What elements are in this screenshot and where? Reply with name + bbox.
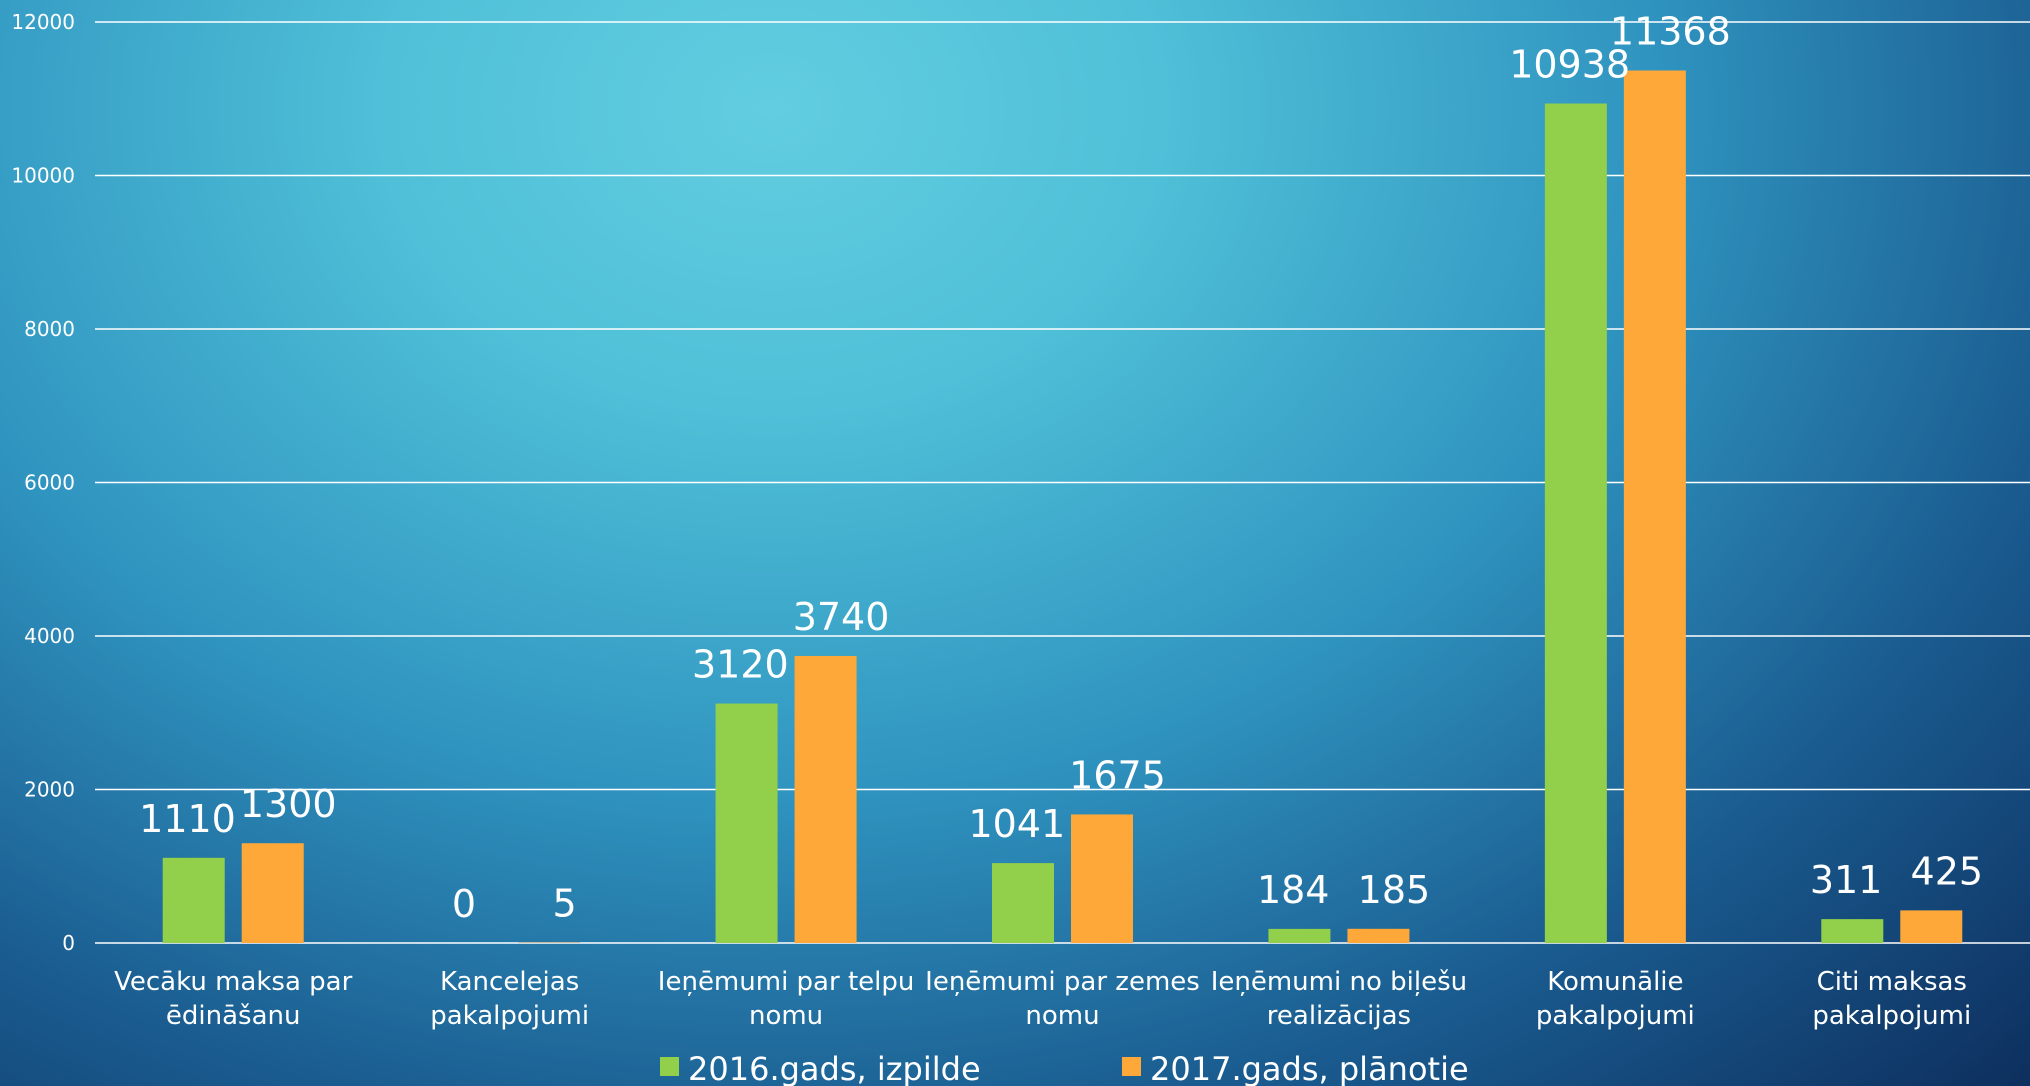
legend-label: 2016.gads, izpilde — [688, 1050, 981, 1086]
x-tick-label: Ieņēmumi no biļešu — [1211, 967, 1467, 997]
gridlines — [95, 21, 2030, 944]
bars — [162, 70, 1963, 944]
x-tick-label: pakalpojumi — [1812, 1001, 1971, 1031]
data-label: 11368 — [1610, 10, 1731, 54]
x-tick-label: nomu — [1025, 1001, 1099, 1031]
bar-2016 — [1544, 103, 1607, 944]
bar-2017 — [1071, 814, 1133, 943]
x-tick-label: pakalpojumi — [430, 1001, 589, 1031]
x-tick-label: Ieņēmumi par zemes — [925, 967, 1200, 997]
legend-swatch — [660, 1057, 679, 1076]
x-tick-label: Komunālie — [1547, 967, 1683, 997]
bar-2016 — [992, 863, 1054, 943]
x-tick-label: Citi maksas — [1817, 967, 1967, 997]
data-label: 1110 — [139, 797, 236, 841]
bar-2017 — [241, 843, 304, 943]
x-tick-label: ēdināšanu — [166, 1001, 301, 1031]
bar-2017 — [794, 655, 857, 943]
y-axis: 0 2000 4000 6000 8000 10000 12000 — [11, 10, 75, 955]
data-label: 5 — [553, 882, 577, 926]
bar-2016 — [1268, 928, 1331, 943]
y-tick-label: 12000 — [11, 10, 75, 34]
bar-2016 — [715, 703, 778, 943]
legend-swatch — [1122, 1057, 1141, 1076]
x-tick-label: Ieņēmumi par telpu — [658, 967, 915, 997]
x-tick-label: Kancelejas — [440, 967, 579, 997]
x-tick-label: pakalpojumi — [1536, 1001, 1695, 1031]
x-tick-label: realizācijas — [1267, 1001, 1411, 1031]
data-label: 425 — [1911, 849, 1984, 893]
y-tick-label: 6000 — [24, 471, 75, 495]
data-label: 3740 — [793, 595, 890, 639]
x-axis: Vecāku maksa par ēdināšanu Kancelejas pakal… — [114, 967, 1971, 1031]
data-label: 1675 — [1069, 753, 1166, 797]
data-label: 311 — [1810, 858, 1883, 902]
data-label: 3120 — [692, 643, 789, 687]
data-label: 1041 — [968, 802, 1065, 846]
y-tick-label: 8000 — [24, 317, 75, 341]
data-label: 0 — [452, 882, 476, 926]
bar-2017 — [1900, 910, 1963, 943]
y-tick-label: 4000 — [24, 624, 75, 648]
bar-2016 — [1821, 919, 1884, 943]
y-tick-label: 10000 — [11, 164, 75, 188]
y-tick-label: 2000 — [24, 778, 75, 802]
y-tick-label: 0 — [62, 931, 75, 955]
x-tick-label: nomu — [749, 1001, 823, 1031]
data-label: 1300 — [240, 782, 337, 826]
x-tick-label: Vecāku maksa par — [114, 967, 352, 997]
bar-2017 — [1623, 70, 1686, 944]
legend-label: 2017.gads, plānotie — [1150, 1050, 1469, 1086]
data-label: 10938 — [1509, 43, 1630, 87]
legend: 2016.gads, izpilde 2017.gads, plānotie — [660, 1050, 1469, 1086]
data-label: 185 — [1358, 868, 1431, 912]
bar-2017 — [1347, 928, 1410, 943]
bar-2016 — [162, 857, 225, 943]
data-label: 184 — [1257, 868, 1330, 912]
